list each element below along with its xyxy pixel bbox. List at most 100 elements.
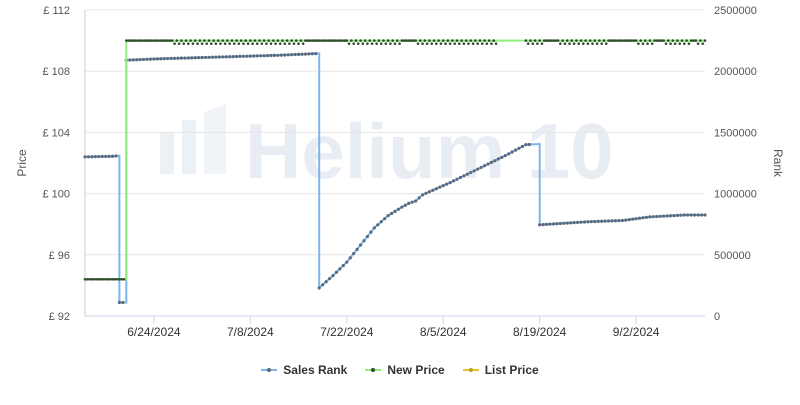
new-price-point — [478, 39, 482, 42]
sales-rank-point — [503, 154, 507, 158]
series-new-price — [83, 39, 707, 281]
new-price-point — [687, 42, 691, 45]
sales-rank-point — [627, 218, 631, 222]
new-price-point — [157, 39, 160, 42]
sales-rank-point — [179, 56, 184, 60]
sales-rank-point — [651, 215, 655, 219]
sales-rank-point — [507, 152, 511, 156]
sales-rank-point — [100, 154, 104, 159]
y-right-tick-label: 500000 — [714, 250, 751, 262]
y-left-tick-label: £ 104 — [42, 127, 70, 139]
legend: Sales Rank New Price List Price — [0, 363, 800, 377]
legend-item-new-price[interactable]: New Price — [365, 363, 445, 377]
new-price-point — [646, 42, 649, 45]
sales-rank-point — [369, 230, 373, 234]
sales-rank-point — [396, 207, 401, 211]
sales-rank-point — [176, 56, 180, 60]
legend-item-list-price[interactable]: List Price — [462, 363, 539, 377]
sales-rank-point — [699, 213, 704, 217]
new-price-point — [572, 42, 576, 45]
new-price-point — [579, 39, 583, 42]
new-price-point — [147, 39, 151, 42]
new-price-point — [598, 39, 601, 42]
new-price-point — [324, 39, 328, 42]
new-price-point — [384, 42, 388, 45]
new-price-point — [657, 39, 661, 42]
sales-rank-point — [575, 220, 580, 225]
new-price-point — [281, 39, 284, 42]
sales-rank-point — [121, 300, 125, 305]
sales-rank-point — [265, 53, 270, 58]
sales-rank-point — [104, 154, 108, 159]
new-price-point — [216, 39, 220, 42]
sales-rank-point — [107, 154, 111, 158]
new-price-point — [170, 39, 174, 42]
new-price-point — [561, 39, 564, 42]
sales-rank-point — [520, 144, 525, 149]
sales-rank-point — [510, 150, 514, 154]
sales-rank-point — [572, 221, 576, 225]
new-price-point — [97, 277, 101, 281]
sales-rank-point — [148, 57, 153, 61]
new-price-point — [632, 39, 636, 42]
sales-rank-point — [482, 164, 487, 168]
sales-rank-point — [241, 54, 246, 58]
new-price-point — [563, 42, 567, 45]
legend-item-sales-rank[interactable]: Sales Rank — [261, 363, 347, 377]
new-price-point — [120, 277, 124, 281]
new-price-point — [104, 277, 107, 281]
new-price-point — [145, 39, 149, 42]
new-price-point — [359, 39, 362, 42]
new-price-point — [244, 39, 248, 42]
sales-rank-point — [445, 182, 449, 186]
new-price-point — [405, 39, 408, 42]
sales-rank-point — [290, 53, 294, 57]
new-price-point — [602, 39, 606, 42]
new-price-point — [469, 39, 473, 42]
new-price-point — [207, 39, 211, 42]
y-right-axis-title: Rank — [771, 149, 785, 178]
sales-rank-point — [600, 219, 604, 223]
sales-rank-point — [469, 170, 473, 175]
new-price-point — [662, 39, 665, 42]
new-price-point — [278, 42, 282, 45]
sales-rank-point — [689, 213, 693, 217]
sales-rank-point — [324, 280, 328, 284]
sales-rank-point — [524, 143, 528, 147]
new-price-point — [184, 39, 188, 42]
new-price-point — [386, 39, 390, 42]
new-price-point — [262, 39, 266, 42]
new-price-point — [347, 42, 351, 45]
new-price-point — [249, 39, 252, 42]
new-price-point — [290, 39, 293, 42]
sales-rank-point — [400, 205, 404, 209]
new-price-point — [191, 42, 195, 45]
sales-rank-point — [672, 213, 676, 218]
sales-rank-point — [276, 53, 280, 57]
y-right-tick-label: 1500000 — [714, 127, 757, 139]
new-price-point — [428, 39, 431, 42]
x-tick-label: 7/22/2024 — [320, 325, 374, 339]
sales-rank-point — [472, 169, 476, 173]
sales-rank-point — [675, 213, 680, 217]
new-price-point — [92, 277, 96, 281]
sales-rank-point — [300, 52, 304, 56]
sales-rank-point — [606, 219, 611, 223]
new-price-point — [614, 39, 617, 42]
new-price-point — [464, 39, 468, 42]
new-price-point — [129, 39, 133, 42]
sales-rank-point — [613, 219, 618, 223]
new-price-point — [193, 39, 197, 42]
new-price-point — [660, 39, 663, 42]
new-price-point — [177, 42, 181, 45]
new-price-point — [228, 42, 231, 45]
y-left-axis-title: Price — [15, 149, 29, 177]
new-price-point — [209, 42, 213, 45]
new-price-point — [423, 39, 427, 42]
new-price-point — [322, 39, 326, 42]
new-price-point — [462, 42, 466, 45]
new-price-point — [219, 42, 222, 45]
new-price-point — [363, 39, 367, 42]
